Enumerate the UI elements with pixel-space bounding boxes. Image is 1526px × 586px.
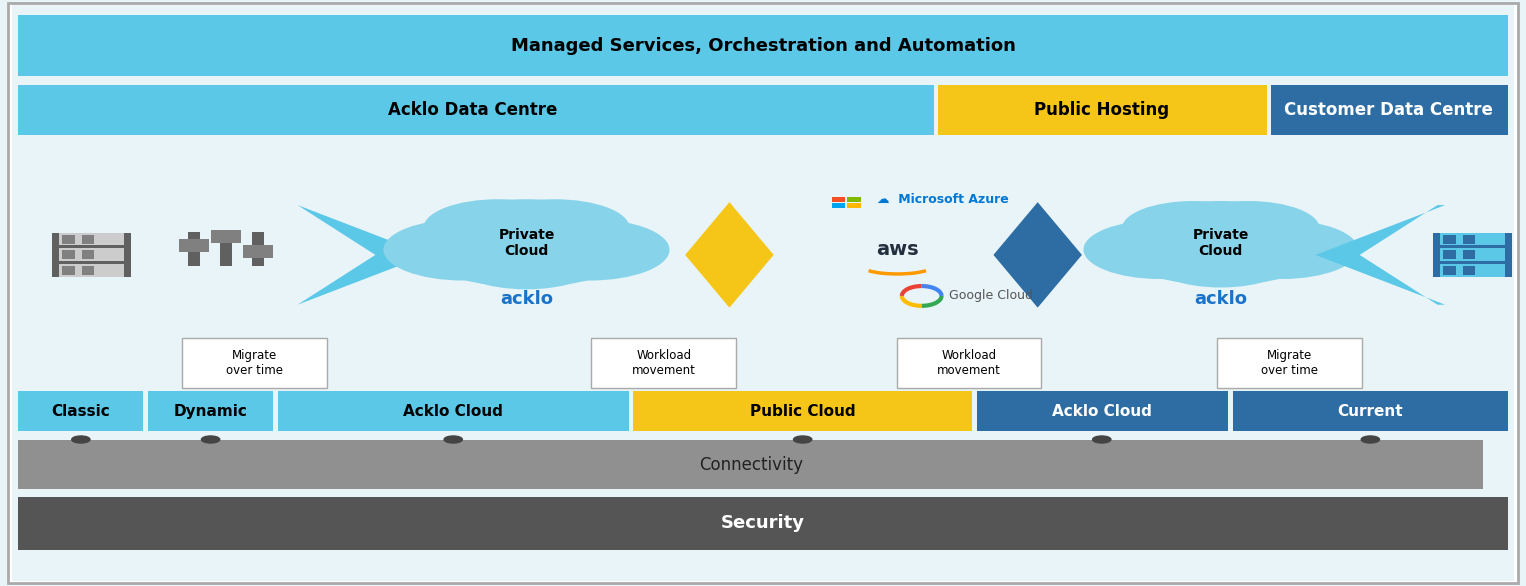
FancyBboxPatch shape [1233,391,1508,431]
FancyBboxPatch shape [252,232,264,266]
Polygon shape [685,202,774,308]
FancyBboxPatch shape [278,391,629,431]
Text: Workload
movement: Workload movement [937,349,1001,377]
Text: Customer Data Centre: Customer Data Centre [1285,101,1492,119]
Bar [832,197,845,202]
FancyBboxPatch shape [8,3,1518,583]
Text: Current: Current [1337,404,1404,418]
Circle shape [481,199,630,257]
Text: Migrate
over time: Migrate over time [226,349,284,377]
Circle shape [444,436,462,443]
Bar [847,203,861,208]
FancyBboxPatch shape [63,265,75,275]
Text: Private
Cloud: Private Cloud [499,228,554,258]
Circle shape [412,199,641,287]
Circle shape [1093,436,1111,443]
FancyBboxPatch shape [592,338,737,388]
FancyBboxPatch shape [243,245,273,258]
Circle shape [383,219,543,281]
Text: ☁  Microsoft Azure: ☁ Microsoft Azure [877,193,1009,206]
Text: Private
Cloud: Private Cloud [1193,228,1248,258]
FancyBboxPatch shape [938,85,1267,135]
Polygon shape [993,202,1082,308]
FancyBboxPatch shape [220,232,232,266]
FancyBboxPatch shape [1441,264,1505,277]
Circle shape [72,436,90,443]
FancyBboxPatch shape [1271,85,1508,135]
FancyBboxPatch shape [52,233,131,277]
FancyBboxPatch shape [18,497,1508,550]
Circle shape [1361,436,1380,443]
FancyBboxPatch shape [897,338,1041,388]
Circle shape [452,232,601,289]
Text: Public Cloud: Public Cloud [749,404,856,418]
Circle shape [1204,220,1358,279]
FancyBboxPatch shape [82,250,95,259]
FancyBboxPatch shape [977,391,1228,431]
FancyBboxPatch shape [60,233,124,246]
FancyBboxPatch shape [1444,234,1456,244]
Circle shape [1149,233,1293,288]
FancyBboxPatch shape [60,248,124,261]
FancyBboxPatch shape [1444,265,1456,275]
FancyBboxPatch shape [1444,250,1456,259]
FancyBboxPatch shape [633,391,972,431]
Circle shape [1122,201,1265,256]
Text: Migrate
over time: Migrate over time [1260,349,1318,377]
FancyBboxPatch shape [1433,233,1512,277]
Circle shape [1083,220,1238,279]
Text: Public Hosting: Public Hosting [1035,101,1169,119]
Circle shape [1111,201,1331,285]
FancyBboxPatch shape [211,230,241,243]
FancyBboxPatch shape [63,234,75,244]
Circle shape [794,436,812,443]
Text: Security: Security [720,515,806,532]
FancyBboxPatch shape [188,232,200,266]
FancyBboxPatch shape [18,15,1508,76]
FancyBboxPatch shape [18,85,934,135]
Polygon shape [1315,205,1445,305]
FancyBboxPatch shape [18,391,143,431]
Text: aws: aws [876,240,919,258]
FancyBboxPatch shape [1463,265,1476,275]
FancyBboxPatch shape [18,440,1483,489]
Text: Acklo Cloud: Acklo Cloud [403,404,504,418]
Text: Classic: Classic [52,404,110,418]
Circle shape [510,219,670,281]
Text: Managed Services, Orchestration and Automation: Managed Services, Orchestration and Auto… [511,37,1015,54]
FancyBboxPatch shape [82,234,95,244]
FancyBboxPatch shape [148,391,273,431]
FancyBboxPatch shape [1441,248,1505,261]
Polygon shape [298,205,427,305]
Text: Acklo Cloud: Acklo Cloud [1051,404,1152,418]
FancyBboxPatch shape [82,265,95,275]
Text: acklo: acklo [1195,290,1247,308]
Text: Workload
movement: Workload movement [632,349,696,377]
FancyBboxPatch shape [63,250,75,259]
Circle shape [1177,201,1320,256]
FancyBboxPatch shape [1463,234,1476,244]
FancyBboxPatch shape [12,5,1514,581]
Circle shape [201,436,220,443]
FancyBboxPatch shape [1218,338,1361,388]
Bar [832,203,845,208]
FancyBboxPatch shape [1441,233,1505,246]
FancyBboxPatch shape [60,264,124,277]
Bar [847,197,861,202]
Text: Acklo Data Centre: Acklo Data Centre [389,101,557,119]
Text: Dynamic: Dynamic [174,404,247,418]
Text: Connectivity: Connectivity [699,456,803,473]
Text: acklo: acklo [501,290,552,308]
Text: Google Cloud: Google Cloud [949,289,1033,302]
Circle shape [423,199,572,257]
FancyBboxPatch shape [183,338,328,388]
FancyBboxPatch shape [179,239,209,251]
FancyBboxPatch shape [1463,250,1476,259]
